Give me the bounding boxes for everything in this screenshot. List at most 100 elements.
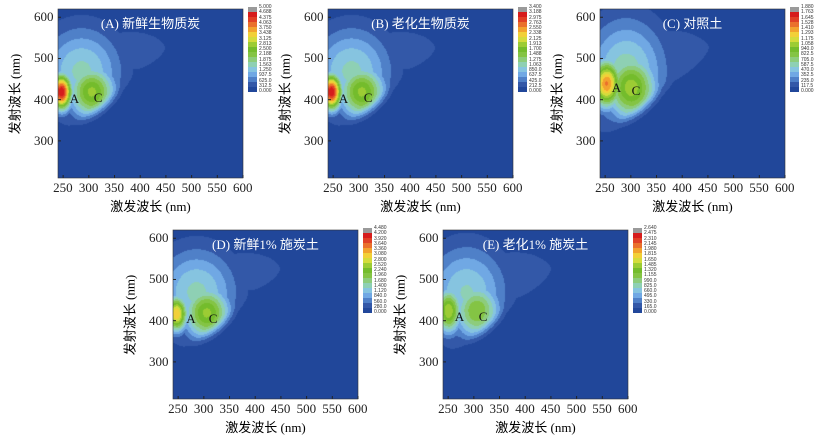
colorbar-tick-label: 705.0 xyxy=(801,56,814,63)
colorbar-segment xyxy=(518,57,527,62)
colorbar-segment xyxy=(363,238,372,243)
y-tick-label: 500 xyxy=(304,50,324,66)
colorbar-segment xyxy=(633,303,642,308)
colorbar-tick-label: 117.5 xyxy=(801,82,814,89)
colorbar-tick-label: 212.5 xyxy=(529,82,542,89)
colorbar-segment xyxy=(790,32,799,37)
colorbar-tick-label: 312.5 xyxy=(259,82,272,89)
colorbar-tick-label: 2.188 xyxy=(259,51,272,58)
x-tick-label: 300 xyxy=(463,401,484,416)
x-tick-label: 300 xyxy=(193,401,214,416)
colorbar-segment xyxy=(363,303,372,308)
colorbar-segment xyxy=(790,52,799,57)
x-axis-label: 激发波长 (nm) xyxy=(225,420,306,435)
colorbar-segment xyxy=(518,42,527,47)
colorbar-tick-label: 3.080 xyxy=(374,251,387,258)
colorbar-tick-label: 4.375 xyxy=(259,14,272,21)
colorbar-segment xyxy=(248,37,257,42)
x-tick-label: 250 xyxy=(323,180,343,195)
colorbar-segment xyxy=(790,37,799,42)
colorbar-tick-label: 1.680 xyxy=(374,277,387,284)
x-tick-label: 500 xyxy=(296,401,317,416)
colorbar-segment xyxy=(518,47,527,52)
colorbar-tick-label: 625.0 xyxy=(259,77,272,84)
colorbar-tick-label: 2.145 xyxy=(644,240,657,247)
colorbar-tick-label: 470.0 xyxy=(801,67,814,73)
colorbar-tick-label: 1.410 xyxy=(801,25,814,31)
y-tick-label: 600 xyxy=(576,9,596,25)
colorbar-tick-label: 4.063 xyxy=(259,19,272,26)
x-tick-label: 600 xyxy=(775,180,795,195)
x-tick-label: 250 xyxy=(438,401,458,416)
colorbar-segment xyxy=(518,37,527,42)
y-tick-label: 300 xyxy=(576,132,596,148)
colorbar-tick-label: 330.0 xyxy=(644,298,657,305)
colorbar-segment xyxy=(633,293,642,298)
panel-title: (B) 老化生物质炭 xyxy=(371,16,470,31)
y-axis-label: 发射波长 (nm) xyxy=(277,53,293,135)
colorbar-segment xyxy=(633,298,642,303)
colorbar-tick-label: 1.645 xyxy=(801,14,814,21)
colorbar-segment xyxy=(248,82,257,87)
x-tick-label: 600 xyxy=(348,401,368,416)
x-tick-label: 450 xyxy=(697,180,718,195)
colorbar xyxy=(248,7,257,92)
colorbar-tick-label: 1.528 xyxy=(801,19,814,26)
colorbar-tick-label: 280.0 xyxy=(374,303,387,310)
colorbar-segment xyxy=(248,62,257,67)
colorbar-segment xyxy=(518,62,527,67)
y-tick-label: 400 xyxy=(149,312,169,328)
y-axis-label: 发射波长 (nm) xyxy=(7,53,23,135)
colorbar-segment xyxy=(363,293,372,298)
x-tick-label: 400 xyxy=(672,180,692,195)
y-tick-label: 300 xyxy=(34,132,54,148)
colorbar-segment xyxy=(248,27,257,32)
colorbar-tick-label: 495.0 xyxy=(644,293,657,300)
x-axis-label: 激发波长 (nm) xyxy=(652,199,733,214)
heatmap-contours xyxy=(173,230,358,399)
colorbar-segment xyxy=(790,22,799,27)
colorbar-tick-label: 2.813 xyxy=(259,40,272,47)
colorbar-segment xyxy=(363,283,372,288)
colorbar-segment xyxy=(633,243,642,248)
peak-label-a: A xyxy=(338,90,349,106)
colorbar-tick-label: 0.000 xyxy=(259,88,272,94)
heatmap-contours xyxy=(58,9,243,178)
colorbar-tick-label: 2.475 xyxy=(644,230,657,237)
colorbar-tick-label: 4.688 xyxy=(259,9,272,16)
peak-label-c: C xyxy=(93,89,103,105)
colorbar-segment xyxy=(633,258,642,263)
colorbar-tick-label: 5.000 xyxy=(259,4,272,10)
y-tick-label: 500 xyxy=(419,271,439,287)
x-tick-label: 450 xyxy=(155,180,176,195)
x-tick-label: 350 xyxy=(104,180,125,195)
colorbar-tick-label: 2.125 xyxy=(529,35,542,42)
colorbar-tick-label: 425.0 xyxy=(529,77,542,84)
colorbar-tick-label: 0.000 xyxy=(801,88,814,94)
colorbar-tick-label: 2.800 xyxy=(374,256,387,263)
colorbar-segment xyxy=(363,308,372,313)
peak-label-c: C xyxy=(208,310,218,326)
y-tick-label: 300 xyxy=(149,353,169,369)
x-tick-label: 450 xyxy=(540,401,561,416)
colorbar-segment xyxy=(633,263,642,268)
y-tick-label: 400 xyxy=(576,91,596,107)
colorbar-tick-label: 1.880 xyxy=(801,4,814,10)
x-tick-label: 500 xyxy=(723,180,744,195)
colorbar-tick-label: 165.0 xyxy=(644,303,657,310)
y-tick-label: 500 xyxy=(576,50,596,66)
colorbar-labels: 4.480 4.200 3.920 3.640 3.360 3.080 2.800 2.520… xyxy=(374,225,387,315)
colorbar-segment xyxy=(633,283,642,288)
colorbar-tick-label: 3.400 xyxy=(529,4,542,10)
colorbar-tick-label: 3.360 xyxy=(374,246,387,252)
x-tick-label: 450 xyxy=(270,401,291,416)
colorbar-tick-label: 0.000 xyxy=(529,88,542,94)
peak-label-c: C xyxy=(631,83,641,99)
colorbar-tick-label: 3.920 xyxy=(374,235,387,242)
colorbar-tick-label: 1.815 xyxy=(644,251,657,258)
colorbar-segment xyxy=(248,47,257,52)
